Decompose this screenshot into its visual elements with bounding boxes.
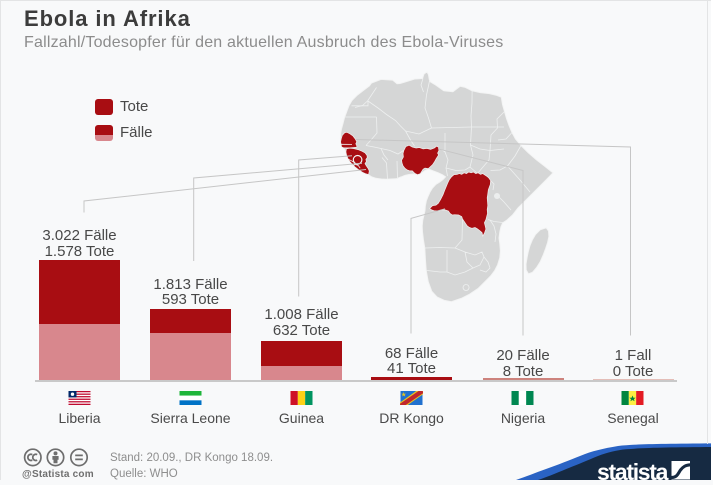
svg-text:@Statista com: @Statista com	[22, 469, 94, 480]
